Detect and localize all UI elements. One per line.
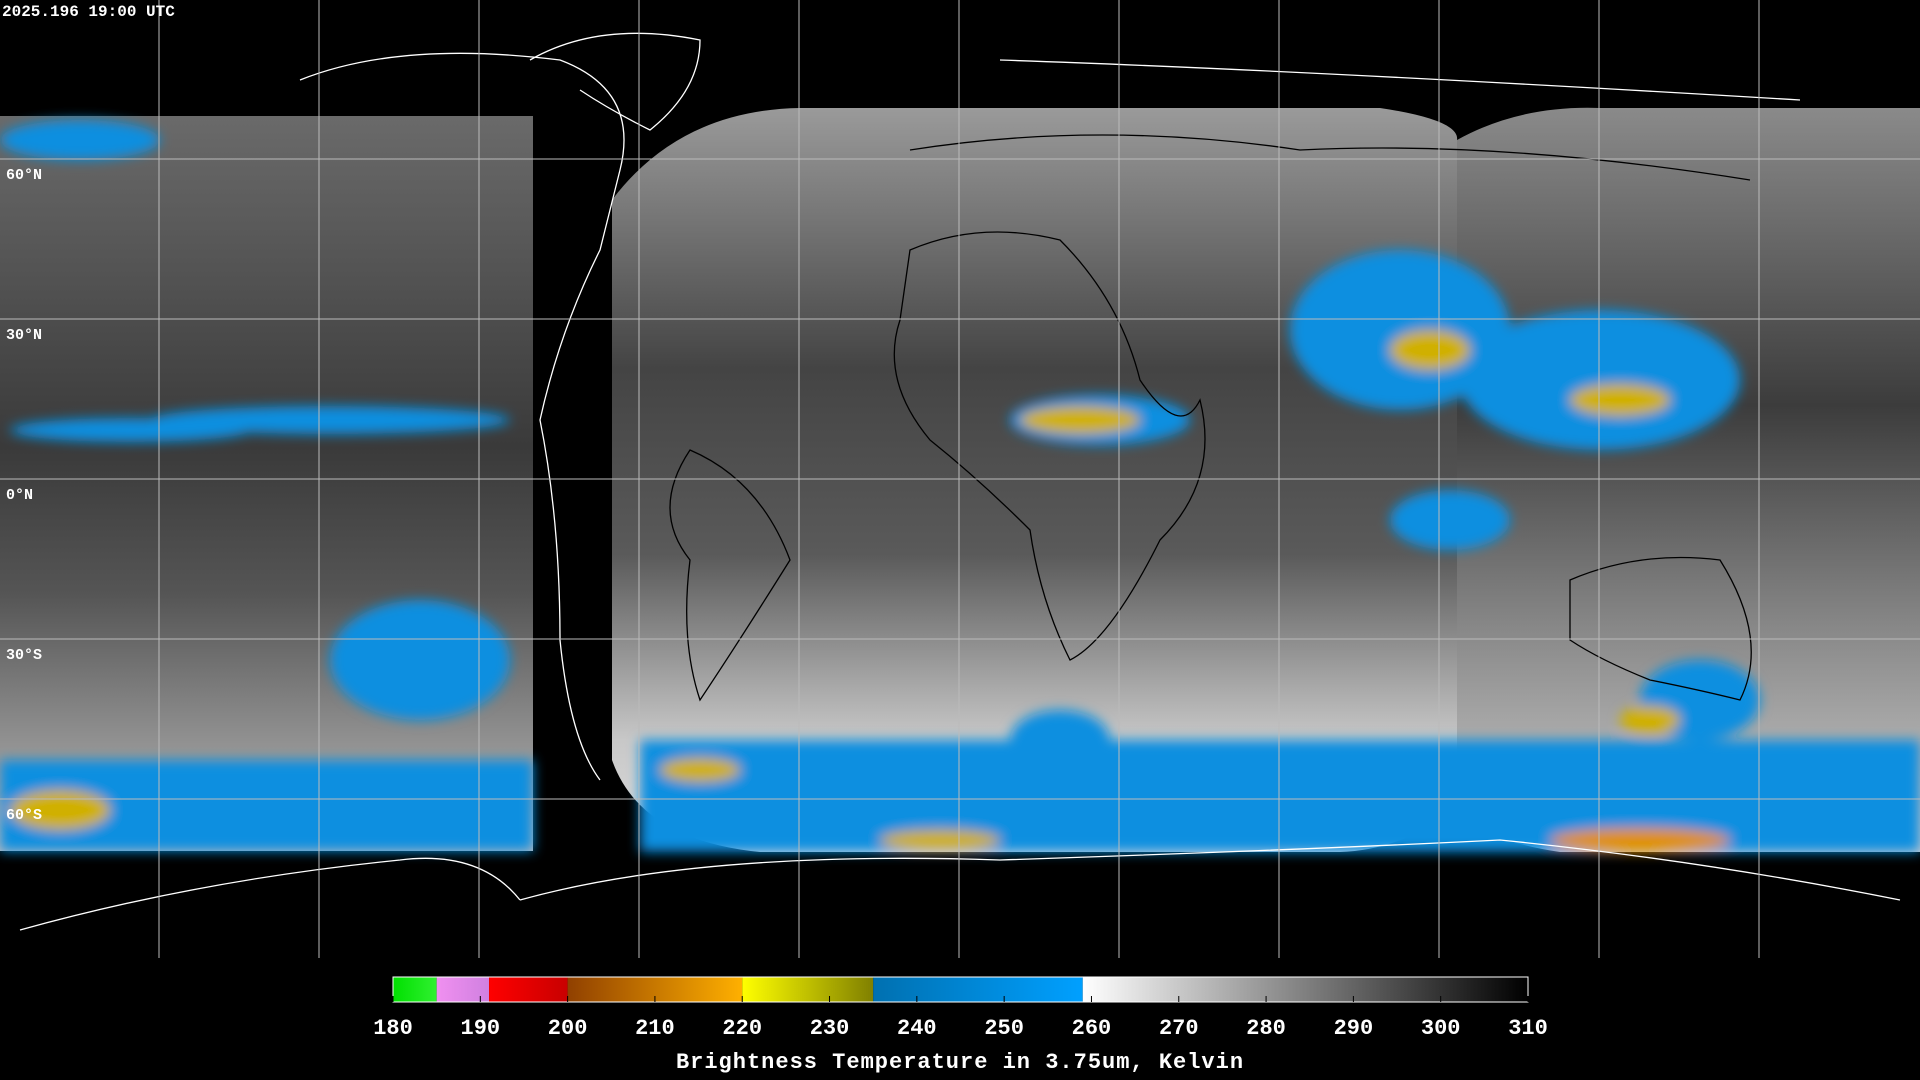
colorbar-segment [1082,977,1528,1002]
colorbar-segment [436,977,490,1002]
colorbar-tick-label: 240 [897,1016,937,1041]
colorbar-tick-label: 190 [461,1016,501,1041]
colorbar-segment [873,977,1083,1002]
colorbar-tick-label: 180 [373,1016,413,1041]
imagery-west [0,116,533,851]
timestamp: 2025.196 19:00 UTC [2,3,175,21]
latitude-label: 60°S [6,807,42,824]
imagery-center [612,108,1458,852]
colorbar-tick-label: 280 [1246,1016,1286,1041]
latitude-label: 0°N [6,487,33,504]
cold-cloud-tops [0,120,1920,852]
colorbar-tick-label: 260 [1072,1016,1112,1041]
colorbar-frame [392,976,1529,1003]
colorbar-segment [742,977,874,1002]
coastlines [19,32,1901,931]
imagery-east [1457,107,1920,852]
colorbar-tick-label: 210 [635,1016,675,1041]
satellite-imagery [0,32,1920,931]
colorbar-segment [489,977,568,1002]
colorbar-tick-label: 310 [1508,1016,1548,1041]
colorbar: 180 190 200 210 220 230 240 250 260 270 280 290 300 3… [373,976,1548,1041]
latitude-labels: 60°N 30°N 0°N 30°S 60°S [6,167,42,824]
colorbar-tick-label: 300 [1421,1016,1461,1041]
colorbar-title: Brightness Temperature in 3.75um, Kelvin [676,1050,1244,1075]
latitude-label: 30°N [6,327,42,344]
colorbar-tick-label: 200 [548,1016,588,1041]
continent-outlines [669,134,1752,702]
colorbar-tick-label: 270 [1159,1016,1199,1041]
latitude-label: 60°N [6,167,42,184]
colorbar-tick-label: 250 [984,1016,1024,1041]
graticule [0,0,1920,958]
latitude-label: 30°S [6,647,42,664]
colorbar-tick-label: 290 [1334,1016,1374,1041]
colorbar-tick-label: 230 [810,1016,850,1041]
colorbar-segment [393,977,437,1002]
colorbar-tick-label: 220 [722,1016,762,1041]
